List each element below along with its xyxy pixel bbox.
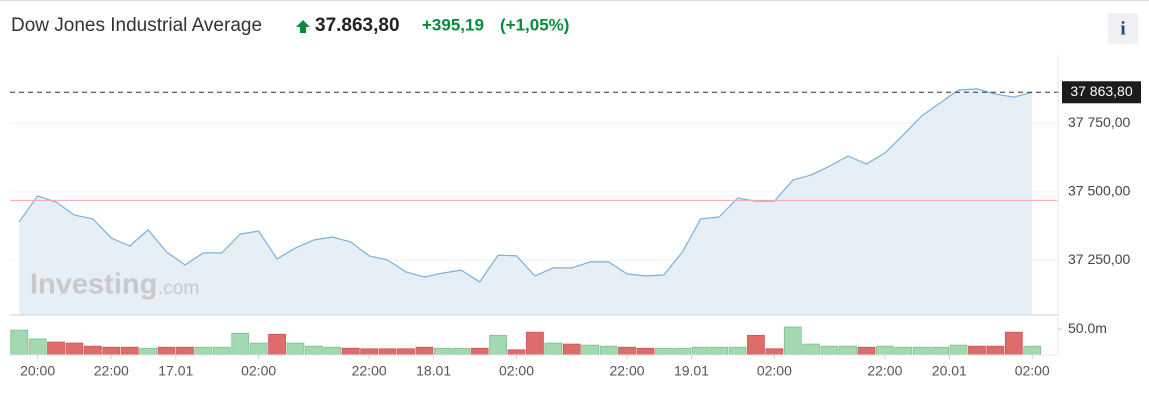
x-tick-label: 20.01 xyxy=(932,363,967,379)
x-tick-label: 18.01 xyxy=(416,363,451,379)
volume-bar xyxy=(562,343,581,356)
x-tick-label: 02:00 xyxy=(241,363,276,379)
x-tick-label: 19.01 xyxy=(674,363,709,379)
x-tick-label: 17.01 xyxy=(158,363,193,379)
y-tick-label: 37 250,00 xyxy=(1068,251,1130,267)
volume-bar xyxy=(894,346,913,356)
last-value-label: 37 863,80 xyxy=(1070,83,1132,99)
price-change: +395,19 xyxy=(422,15,484,34)
watermark-suffix: .com xyxy=(158,278,199,299)
volume-bar xyxy=(618,346,636,356)
plot-area: 37 250,00 37 500,00 37 750,00 37 863,80 50.0… xyxy=(10,55,1141,379)
volume-bar xyxy=(747,334,765,356)
volume-bar xyxy=(323,346,342,356)
volume-bar xyxy=(102,346,121,356)
x-tick-label: 02:00 xyxy=(499,363,534,379)
volume-bar xyxy=(212,346,231,356)
volume-bar xyxy=(268,333,286,356)
up-arrow xyxy=(296,20,310,33)
volume-bar xyxy=(1023,345,1042,356)
volume-bar xyxy=(839,345,857,356)
volume-bar xyxy=(912,346,931,356)
volume-bar xyxy=(10,329,29,356)
volume-bar xyxy=(194,346,213,356)
volume-bar xyxy=(544,342,563,356)
volume-bar xyxy=(1004,331,1023,356)
volume-bar xyxy=(783,326,802,356)
volume-bar xyxy=(286,342,305,356)
volume-bar xyxy=(65,342,84,356)
x-tick-label: 20:00 xyxy=(20,363,55,379)
volume-bar xyxy=(415,346,434,356)
volume-bar xyxy=(765,348,784,356)
x-tick-label: 02:00 xyxy=(757,363,792,379)
x-tick-label: 22:00 xyxy=(94,363,129,379)
volume-bar xyxy=(139,347,158,356)
volume-bar xyxy=(526,331,544,356)
volume-bar xyxy=(249,342,268,356)
x-tick-label: 22:00 xyxy=(352,363,387,379)
volume-bar xyxy=(710,346,728,356)
volume-bar xyxy=(728,346,747,356)
volume-bar xyxy=(452,347,471,356)
volume-bar xyxy=(931,346,949,356)
x-tick-label: 02:00 xyxy=(1015,363,1050,379)
volume-bar xyxy=(84,345,102,356)
volume-bar xyxy=(176,346,194,356)
volume-bar xyxy=(875,345,894,356)
info-button[interactable] xyxy=(1108,13,1138,44)
y-tick-label: 37 500,00 xyxy=(1068,183,1130,199)
volume-bar xyxy=(470,347,489,356)
volume-bar xyxy=(397,348,415,356)
volume-bar xyxy=(157,346,176,356)
volume-bar xyxy=(599,345,618,356)
x-tick-label: 22:00 xyxy=(867,363,902,379)
volume-bar xyxy=(673,347,692,356)
x-tick-label: 22:00 xyxy=(609,363,644,379)
volume-tick-label: 50.0m xyxy=(1068,320,1107,336)
volume-bar xyxy=(120,346,139,356)
area-fill xyxy=(19,88,1033,316)
volume-bar xyxy=(654,347,673,356)
chart-title: Dow Jones Industrial Average xyxy=(11,15,262,36)
volume-bar xyxy=(507,349,526,356)
info-icon[interactable]: i xyxy=(1120,18,1125,39)
volume-bar xyxy=(802,343,821,356)
percent-change: (+1,05%) xyxy=(500,15,569,34)
volume-bar xyxy=(341,347,360,356)
volume-bar xyxy=(986,345,1005,356)
volume-bar xyxy=(305,345,323,356)
watermark-brand: Investing xyxy=(30,269,157,301)
y-tick-label: 37 750,00 xyxy=(1068,114,1130,130)
volume-bar xyxy=(489,334,507,356)
volume-bar xyxy=(820,345,839,356)
volume-bar xyxy=(360,348,379,356)
price-line xyxy=(18,88,1033,283)
volume-bar xyxy=(47,341,65,356)
volume-bar xyxy=(378,348,397,356)
volume-bar xyxy=(433,347,452,356)
volume-bar xyxy=(636,347,655,356)
volume-bar xyxy=(857,346,876,356)
volume-bar xyxy=(581,344,600,356)
volume-bar xyxy=(28,338,47,356)
volume-bar xyxy=(231,332,250,356)
volume-bar xyxy=(968,345,986,356)
last-value-box xyxy=(1062,81,1141,104)
volume-bar xyxy=(949,344,968,356)
last-price: 37.863,80 xyxy=(315,15,400,36)
volume-bar xyxy=(691,346,710,356)
